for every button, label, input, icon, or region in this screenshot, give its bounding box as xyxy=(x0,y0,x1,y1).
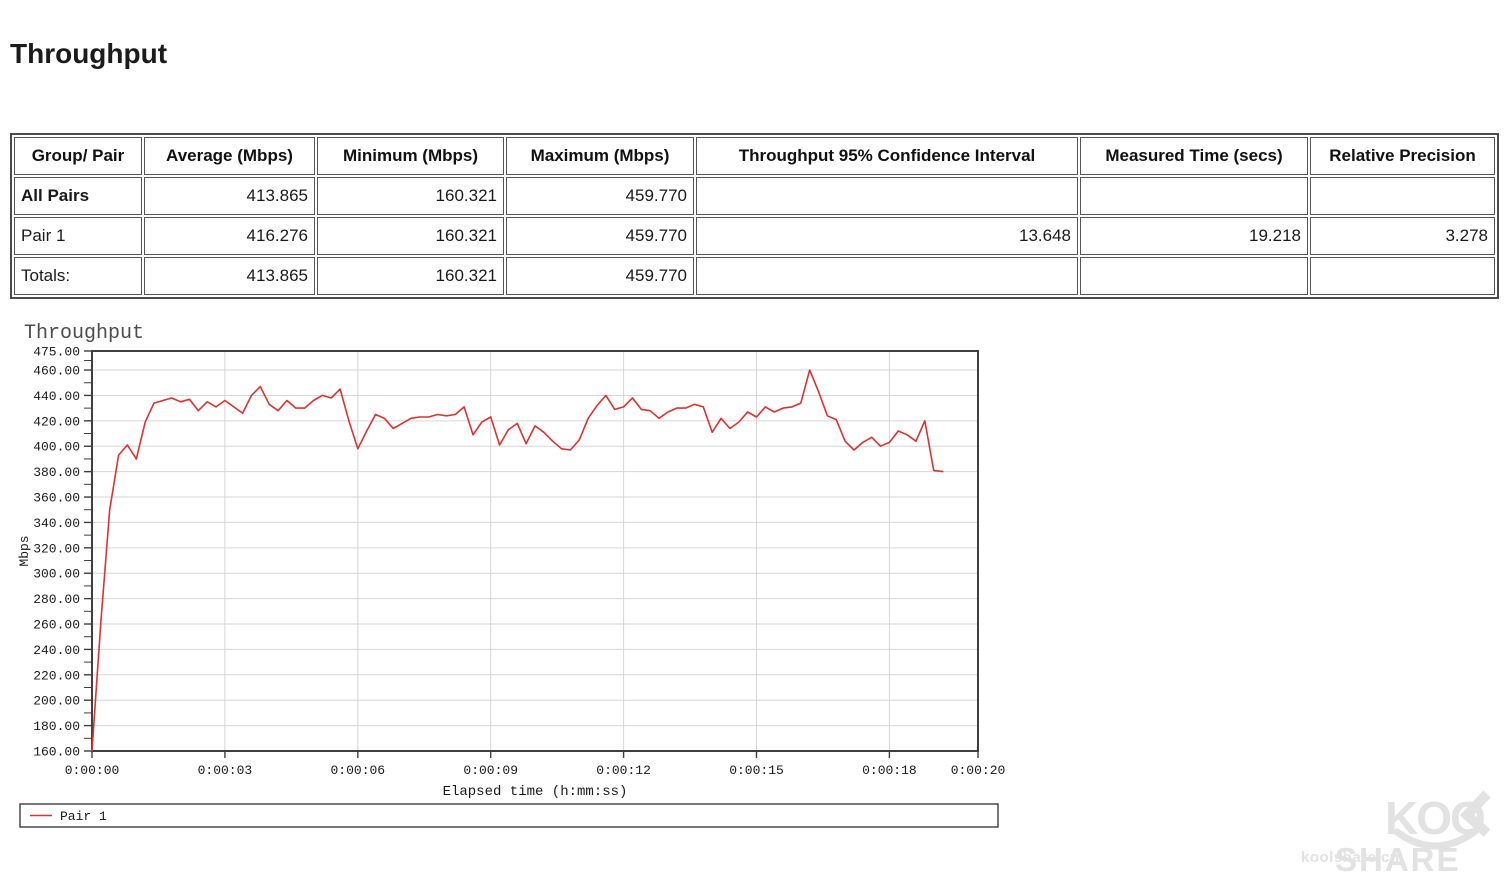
cell-value xyxy=(696,177,1078,215)
cell-value: 459.770 xyxy=(506,177,694,215)
x-tick-label: 0:00:20 xyxy=(951,763,1006,778)
row-label: Totals: xyxy=(14,257,142,295)
koolshare-logo: KOO SHARE koolshare.cn xyxy=(1301,790,1491,878)
cell-value: 413.865 xyxy=(144,177,315,215)
x-tick-label: 0:00:00 xyxy=(65,763,120,778)
page-title: Throughput xyxy=(10,38,168,69)
x-tick-label: 0:00:06 xyxy=(330,763,385,778)
column-header: Relative Precision xyxy=(1310,137,1495,175)
row-label: All Pairs xyxy=(14,177,142,215)
y-tick-label: 340.00 xyxy=(33,516,80,531)
throughput-chart: 475.00 460.00 440.00 420.00 400.00 380.00 360.… xyxy=(17,322,1006,828)
cell-value xyxy=(696,257,1078,295)
y-tick-label: 460.00 xyxy=(33,364,80,379)
legend: Pair 1 xyxy=(19,803,999,828)
cell-value: 160.321 xyxy=(317,217,504,255)
column-header: Throughput 95% Confidence Interval xyxy=(696,137,1078,175)
y-tick-label: 200.00 xyxy=(33,694,80,709)
y-tick-label: 240.00 xyxy=(33,643,80,658)
cell-value: 416.276 xyxy=(144,217,315,255)
x-tick-label: 0:00:09 xyxy=(463,763,518,778)
legend-label: Pair 1 xyxy=(60,809,107,824)
koolshare-logo-smile-icon xyxy=(1393,824,1483,850)
cell-value: 160.321 xyxy=(317,177,504,215)
row-label: Pair 1 xyxy=(14,217,142,255)
table-row: Pair 1 416.276 160.321 459.770 13.648 19.218 3… xyxy=(14,217,1495,255)
cell-value: 3.278 xyxy=(1310,217,1495,255)
y-tick-label: 320.00 xyxy=(33,541,80,556)
y-tick-label: 280.00 xyxy=(33,592,80,607)
y-axis-title: Mbps xyxy=(17,535,32,566)
cell-value xyxy=(1310,177,1495,215)
y-tick-label: 380.00 xyxy=(33,465,80,480)
column-header: Minimum (Mbps) xyxy=(317,137,504,175)
x-axis: 0:00:00 0:00:03 0:00:06 0:00:09 0:00:12 0:00:… xyxy=(65,751,1006,778)
cell-value: 19.218 xyxy=(1080,217,1308,255)
throughput-chart-block: 475.00 460.00 440.00 420.00 400.00 380.00 360.… xyxy=(8,312,1008,837)
y-tick-label: 160.00 xyxy=(33,745,80,760)
koolshare-watermark: KOO SHARE koolshare.cn xyxy=(1291,772,1507,880)
cell-value: 413.865 xyxy=(144,257,315,295)
y-tick-label: 300.00 xyxy=(33,567,80,582)
table-row: Totals: 413.865 160.321 459.770 xyxy=(14,257,1495,295)
legend-box xyxy=(19,803,999,828)
koolshare-logo-share-text: SHARE xyxy=(1335,841,1461,878)
cell-value: 160.321 xyxy=(317,257,504,295)
x-tick-label: 0:00:12 xyxy=(596,763,651,778)
x-tick-label: 0:00:15 xyxy=(729,763,784,778)
column-header: Group/ Pair xyxy=(14,137,142,175)
column-header: Measured Time (secs) xyxy=(1080,137,1308,175)
cell-value: 13.648 xyxy=(696,217,1078,255)
y-tick-label: 260.00 xyxy=(33,618,80,633)
plot-border xyxy=(91,350,979,752)
x-tick-label: 0:00:03 xyxy=(198,763,253,778)
y-axis: 475.00 460.00 440.00 420.00 400.00 380.00 360.… xyxy=(33,345,92,760)
cell-value: 459.770 xyxy=(506,257,694,295)
y-tick-label: 420.00 xyxy=(33,414,80,429)
column-header: Average (Mbps) xyxy=(144,137,315,175)
y-tick-label: 220.00 xyxy=(33,668,80,683)
y-tick-label: 180.00 xyxy=(33,719,80,734)
cell-value xyxy=(1080,177,1308,215)
cell-value: 459.770 xyxy=(506,217,694,255)
chart-title: Throughput xyxy=(24,322,144,345)
y-tick-label: 360.00 xyxy=(33,491,80,506)
x-axis-title: Elapsed time (h:mm:ss) xyxy=(443,784,628,800)
x-tick-label: 0:00:18 xyxy=(862,763,917,778)
koolshare-site-text: koolshare.cn xyxy=(1301,849,1400,866)
results-table: Group/ Pair Average (Mbps) Minimum (Mbps) M… xyxy=(10,133,1499,299)
cell-value xyxy=(1310,257,1495,295)
gridlines xyxy=(92,351,978,751)
y-tick-label: 440.00 xyxy=(33,389,80,404)
y-tick-label: 475.00 xyxy=(33,345,80,360)
cell-value xyxy=(1080,257,1308,295)
table-row: All Pairs 413.865 160.321 459.770 xyxy=(14,177,1495,215)
column-header: Maximum (Mbps) xyxy=(506,137,694,175)
y-tick-label: 400.00 xyxy=(33,440,80,455)
results-table-body: All Pairs 413.865 160.321 459.770 Pair 1 416.… xyxy=(14,177,1495,295)
series-pair-1 xyxy=(91,369,944,752)
table-header-row: Group/ Pair Average (Mbps) Minimum (Mbps) M… xyxy=(14,137,1495,175)
